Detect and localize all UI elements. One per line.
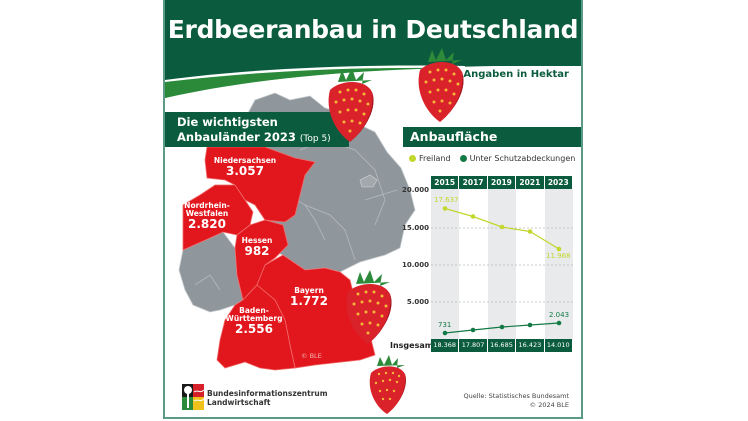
totals-row: 18.368 17.807 16.685 16.423 14.010 [431, 339, 573, 352]
state-label-baden-wuerttemberg: Baden- Württemberg 2.556 [225, 306, 283, 336]
org-name: Bundesinformationszentrum Landwirtschaft [207, 389, 328, 407]
map-top5-states [182, 146, 376, 371]
y-tick: 5.000 [406, 298, 429, 306]
total-label: Insgesamt [390, 341, 437, 350]
legend-dot-icon [459, 155, 467, 162]
unit-note: Angaben in Hektar [463, 69, 569, 80]
data-label-schutz-2015: 731 [438, 321, 452, 329]
state-label-bayern: Bayern 1.772 [290, 286, 328, 308]
page-title: Erdbeeranbau in Deutschland [167, 15, 579, 44]
data-label-schutz-2023: 2.043 [549, 311, 570, 319]
year-cell: 2023 [544, 176, 573, 189]
y-tick: 15.000 [401, 224, 429, 232]
year-header-row: 2015 2017 2019 2021 2023 [431, 176, 573, 189]
bzl-logo-icon [182, 384, 204, 410]
source-note: Quelle: Statistisches Bundesamt © 2024 B… [463, 392, 569, 409]
map-title-box: Die wichtigsten Anbauländer 2023 (Top 5) [165, 112, 349, 147]
strawberry-icon [346, 270, 392, 344]
data-label-freiland-2023: 11.968 [546, 252, 571, 260]
year-cell: 2019 [487, 176, 517, 189]
map-copyright: © BLE [301, 352, 322, 360]
total-cell: 14.010 [544, 339, 573, 352]
strawberry-icon [418, 48, 464, 122]
year-cell: 2015 [431, 176, 460, 189]
y-tick: 10.000 [401, 261, 429, 269]
map-title-line1: Die wichtigsten [177, 115, 278, 129]
legend-dot-icon [409, 155, 416, 162]
data-label-freiland-2015: 17.637 [434, 196, 459, 204]
state-label-nrw: Nordrhein- Westfalen 2.820 [184, 201, 230, 231]
total-cell: 18.368 [431, 339, 460, 352]
strawberry-icon [328, 68, 374, 142]
year-cell: 2017 [459, 176, 488, 189]
chart-legend: Freiland Unter Schutzabdeckungen [409, 154, 575, 163]
legend-item-freiland: Freiland [409, 154, 451, 163]
state-label-niedersachsen: Niedersachsen 3.057 [213, 156, 277, 178]
chart-title: Anbaufläche [403, 127, 581, 147]
y-tick: 20.000 [401, 186, 429, 194]
year-cell: 2021 [516, 176, 545, 189]
line-chart [427, 189, 575, 339]
legend-item-schutz: Unter Schutzabdeckungen [459, 154, 575, 163]
state-label-hessen: Hessen 982 [241, 236, 273, 258]
map-title-line2: Anbauländer 2023 (Top 5) [177, 130, 331, 144]
header-banner: Erdbeeranbau in Deutschland [165, 0, 581, 66]
total-cell: 16.423 [516, 339, 545, 352]
infographic: Erdbeeranbau in Deutschland Angaben in H… [163, 0, 583, 419]
strawberry-icon [369, 355, 406, 414]
total-cell: 17.807 [459, 339, 488, 352]
total-cell: 16.685 [487, 339, 517, 352]
